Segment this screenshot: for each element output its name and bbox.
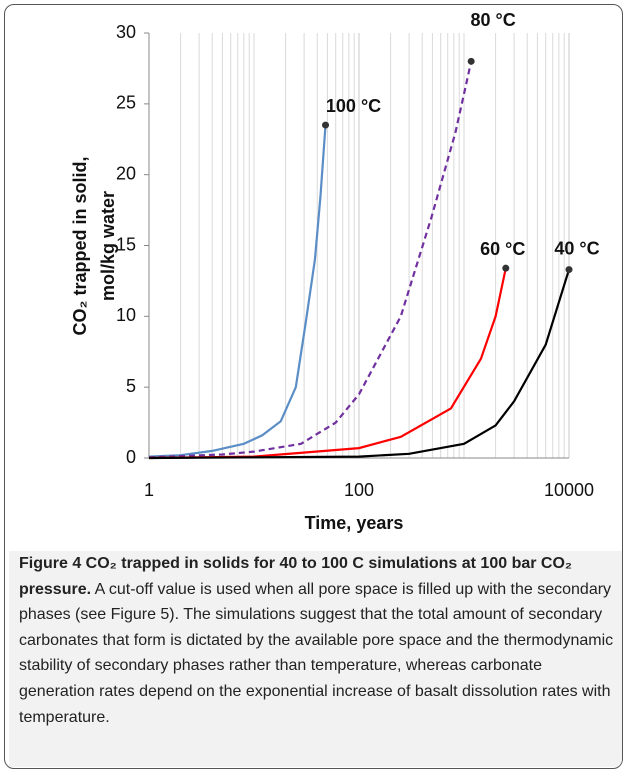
- y-tick-label: 10: [116, 305, 136, 325]
- caption-text: A cut-off value is used when all pore sp…: [19, 580, 614, 726]
- y-tick-label: 0: [126, 447, 136, 467]
- series-line: [148, 269, 571, 460]
- y-tick-label: 30: [116, 22, 136, 42]
- y-axis-label-group: CO₂ trapped in solid, mol/kg water: [70, 156, 118, 335]
- x-tick-label: 100: [344, 480, 374, 500]
- x-tick-label: 10000: [544, 480, 594, 500]
- end-marker: [467, 57, 475, 65]
- y-axis-label: mol/kg water: [98, 191, 118, 301]
- end-marker: [502, 264, 510, 272]
- series-label: 80 °C: [471, 10, 516, 30]
- y-tick-label: 5: [126, 376, 136, 396]
- series-label: 60 °C: [480, 239, 525, 259]
- series-line: [148, 125, 327, 458]
- y-tick-label: 25: [116, 93, 136, 113]
- x-axis-label: Time, years: [305, 513, 404, 533]
- series-line: [148, 61, 473, 459]
- series-line: [148, 267, 507, 460]
- caption-title: Figure 4 CO₂ trapped in solids for 40 to…: [19, 555, 573, 598]
- y-axis-label: CO₂ trapped in solid,: [70, 156, 90, 335]
- y-tick-label: 15: [116, 234, 136, 254]
- series-label: 100 °C: [326, 96, 381, 116]
- series-label: 40 °C: [554, 238, 599, 258]
- figure-frame: Time, years CO₂ trapped in solid, mol/kg…: [4, 4, 623, 769]
- end-marker: [565, 266, 573, 274]
- end-marker: [322, 121, 330, 129]
- chart: Time, years CO₂ trapped in solid, mol/kg…: [70, 10, 600, 533]
- caption: Figure 4 CO₂ trapped in solids for 40 to…: [9, 551, 622, 767]
- y-tick-label: 20: [116, 163, 136, 183]
- x-tick-label: 1: [144, 480, 154, 500]
